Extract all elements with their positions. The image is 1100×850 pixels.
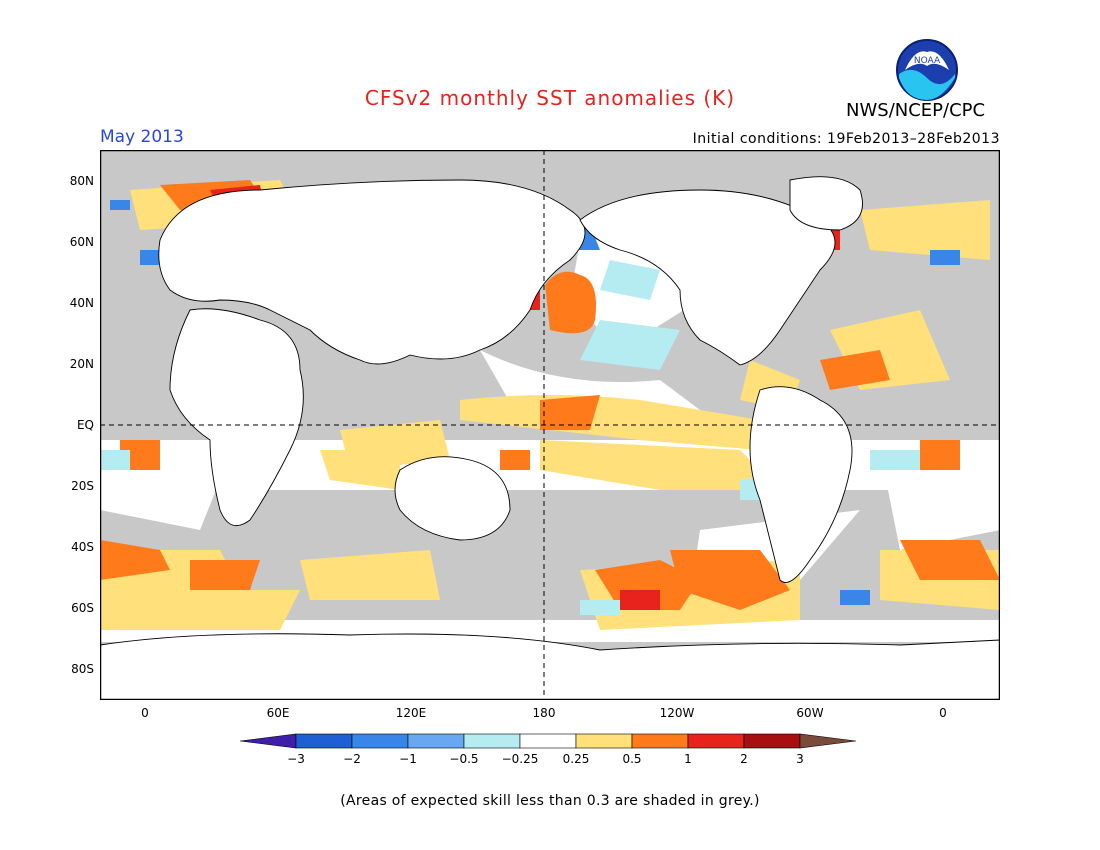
lat-label-20s: 20S (71, 479, 94, 493)
lat-label-80s: 80S (71, 662, 94, 676)
colorbar-tick-label: −1 (399, 752, 417, 766)
colorbar-segment (407, 733, 465, 749)
lon-label-0-east: 0 (939, 706, 947, 720)
map-frame (99, 149, 1001, 701)
colorbar-segment (519, 733, 577, 749)
lon-label-120e: 120E (395, 706, 427, 720)
colorbar-segment (351, 733, 409, 749)
colorbar-segment (239, 733, 297, 749)
colorbar-segment (687, 733, 745, 749)
colorbar-tick-label: −3 (287, 752, 305, 766)
colorbar-segment (743, 733, 801, 749)
lon-label-120w: 120W (659, 706, 695, 720)
colorbar-segment (463, 733, 521, 749)
lat-label-60s: 60S (71, 601, 94, 615)
noaa-logo: NOAA (895, 38, 959, 106)
lat-label-20n: 20N (69, 357, 94, 371)
colorbar-tick-label: −2 (343, 752, 361, 766)
lat-label-40n: 40N (69, 296, 94, 310)
lat-label-eq: EQ (76, 418, 94, 432)
lat-label-80n: 80N (69, 174, 94, 188)
month-label: May 2013 (100, 127, 184, 147)
colorbar-tick-label: 0.5 (622, 752, 642, 766)
colorbar-segment (295, 733, 353, 749)
initial-conditions-label: Initial conditions: 19Feb2013–28Feb2013 (692, 131, 1000, 147)
continents (99, 176, 1001, 701)
colorbar-tick-label: −0.5 (449, 752, 479, 766)
colorbar-segment (631, 733, 689, 749)
logo-text: NOAA (914, 56, 941, 66)
lon-label-0-west: 0 (141, 706, 149, 720)
colorbar-tick-label: 2 (740, 752, 748, 766)
skill-footnote: (Areas of expected skill less than 0.3 a… (340, 793, 760, 809)
colorbar-segment (799, 733, 857, 749)
lat-label-40s: 40S (71, 540, 94, 554)
colorbar-tick-label: 0.25 (562, 752, 590, 766)
lat-label-60n: 60N (69, 235, 94, 249)
lon-label-60e: 60E (266, 706, 290, 720)
lon-label-60w: 60W (796, 706, 824, 720)
sst-anomaly-map (94, 149, 1001, 704)
lon-label-180: 180 (532, 706, 556, 720)
chart-title: CFSv2 monthly SST anomalies (K) (364, 86, 736, 110)
color-scale-bar (239, 732, 857, 754)
colorbar-tick-label: 1 (684, 752, 692, 766)
colorbar-tick-label: −0.25 (501, 752, 539, 766)
moderate-warm-areas (100, 180, 1000, 610)
colorbar-segment (575, 733, 633, 749)
colorbar-tick-label: 3 (796, 752, 804, 766)
organization-label: NWS/NCEP/CPC (846, 100, 986, 121)
